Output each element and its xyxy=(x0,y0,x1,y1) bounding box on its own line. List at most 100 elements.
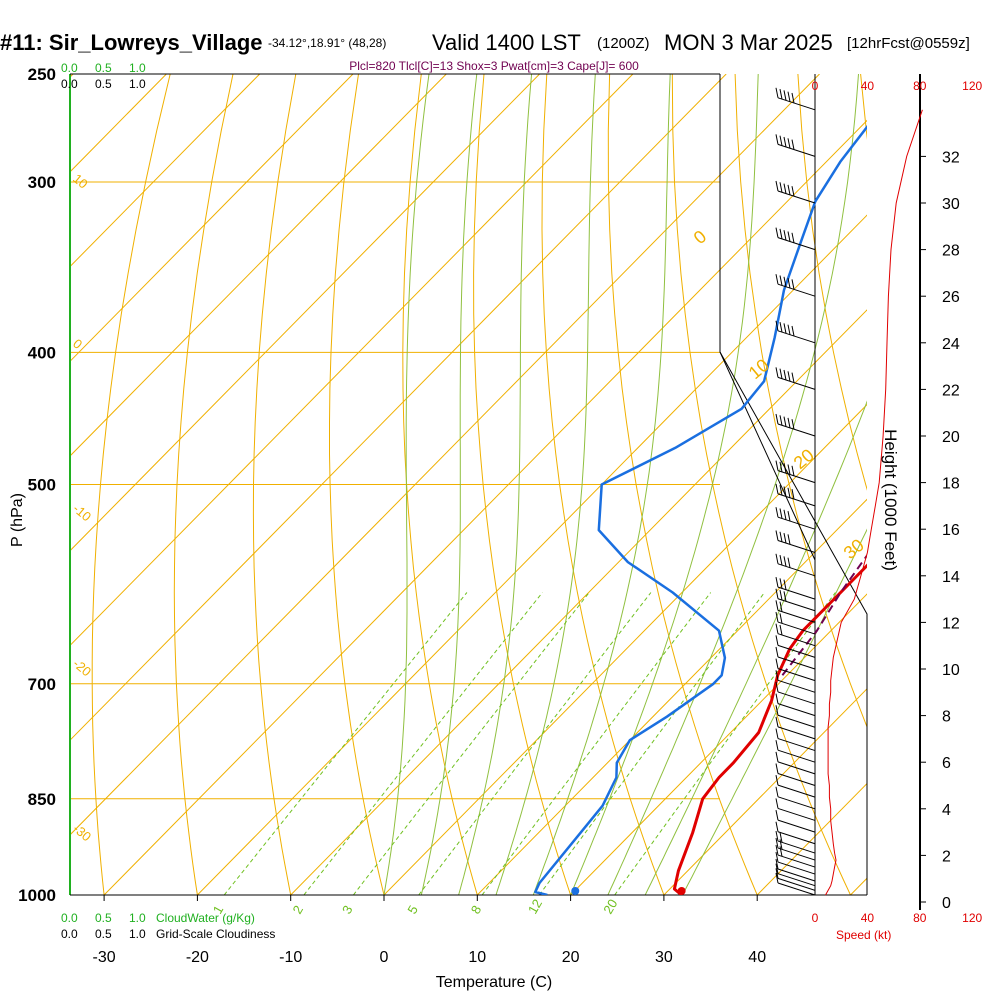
wind-barb-staff xyxy=(777,877,816,891)
wind-barb-staff xyxy=(777,621,816,635)
wind-barb-feather xyxy=(775,577,779,588)
wind-barb-feather xyxy=(791,325,795,337)
temp-tick-label: -10 xyxy=(279,949,302,966)
wind-barb-staff xyxy=(777,283,816,297)
temp-tick-label: 0 xyxy=(380,949,389,966)
wind-barb xyxy=(775,553,816,577)
wind-barb-feather xyxy=(775,588,779,599)
wind-barb-feather xyxy=(787,324,791,335)
wind-barb-feather xyxy=(775,830,779,842)
moist-adiabat-12 xyxy=(495,74,596,895)
isotherm--10 xyxy=(290,309,867,895)
adiabat-label: -10 xyxy=(70,501,94,525)
wind-barb xyxy=(775,460,816,484)
height-tick-label: 26 xyxy=(942,289,960,306)
wind-barb xyxy=(775,635,816,658)
wind-barb-feather xyxy=(783,463,787,474)
moist-adiabat-0 xyxy=(383,74,430,895)
isotherm--60 xyxy=(70,74,634,647)
wind-barb-staff xyxy=(777,861,816,875)
station-title: #11: Sir_Lowreys_Village xyxy=(0,30,263,55)
wind-barb-staff xyxy=(777,598,816,612)
wind-barb xyxy=(775,483,816,507)
isotherm-label: 0 xyxy=(690,226,711,248)
wind-barb-staff xyxy=(777,873,816,887)
wind-barb-feather xyxy=(783,533,787,544)
wind-barb-feather xyxy=(775,530,779,541)
wind-barb-feather xyxy=(775,775,779,786)
wind-barb-feather xyxy=(779,461,783,472)
wind-barb-staff xyxy=(777,190,816,204)
wind-barb-staff xyxy=(777,376,816,390)
wind-barb-feather xyxy=(775,693,779,704)
wind-barb-feather xyxy=(779,589,783,601)
isotherm--100 xyxy=(70,74,261,268)
cloud-scale-bottom-1: 0.5 xyxy=(95,911,112,925)
wind-barb-staff xyxy=(777,726,816,740)
sounding-profiles xyxy=(534,124,867,895)
cloudiness-scale-bottom-1: 0.5 xyxy=(95,927,112,941)
wind-barb-feather xyxy=(779,832,783,843)
wind-barb xyxy=(775,670,816,693)
temp-tick-label: 20 xyxy=(562,949,580,966)
height-tick-label: 18 xyxy=(942,476,960,493)
pressure-tick-label: 500 xyxy=(28,476,56,495)
wind-barb-feather xyxy=(779,368,783,379)
wind-barb-feather xyxy=(775,810,779,821)
wind-barb-staff xyxy=(777,563,816,577)
wind-barb-feather xyxy=(791,372,795,383)
speed-tick-bottom: 80 xyxy=(913,911,927,925)
wind-barb-staff xyxy=(777,807,816,821)
wind-barb-feather xyxy=(779,89,783,100)
wind-barb-feather xyxy=(791,186,795,197)
wind-barb-feather xyxy=(787,511,791,522)
cloudiness-scale-top-0: 0.0 xyxy=(61,77,78,91)
forecast-run: [12hrFcst@0559z] xyxy=(847,35,970,52)
wind-barb xyxy=(775,646,816,670)
temp-tick-label: -30 xyxy=(93,949,116,966)
wind-barb-feather xyxy=(775,134,779,145)
wind-barb xyxy=(775,623,816,647)
isotherm--70 xyxy=(70,74,540,552)
mixing-ratio-label: 20 xyxy=(600,896,620,916)
wind-barb-feather xyxy=(779,846,783,857)
speed-tick-bottom: 120 xyxy=(962,911,982,925)
wind-barb-feather xyxy=(787,138,791,149)
wind-barb-staff xyxy=(777,493,816,507)
isotherm--50 xyxy=(70,74,727,741)
wind-barb-feather xyxy=(779,508,783,519)
wind-barb xyxy=(775,507,816,530)
wind-barb xyxy=(775,367,816,390)
height-tick-label: 0 xyxy=(942,895,951,912)
dry-adiabat-100 xyxy=(986,74,1000,895)
wind-barb xyxy=(775,274,816,297)
wind-barb-feather xyxy=(787,184,791,195)
height-tick-label: 20 xyxy=(942,429,960,446)
mixing-ratio-5 xyxy=(418,592,652,895)
wind-barb-feather xyxy=(787,278,791,289)
wind-barb xyxy=(775,844,816,868)
wind-barb-feather xyxy=(783,509,787,520)
wind-barb-feather xyxy=(779,613,783,624)
height-tick-label: 16 xyxy=(942,522,960,539)
height-tick-label: 4 xyxy=(942,802,951,819)
wind-barb-feather xyxy=(779,135,783,146)
dry-adiabat--20 xyxy=(173,74,234,895)
wind-barb-staff xyxy=(777,784,816,798)
wind-barb-feather xyxy=(775,740,779,751)
wind-barb-feather xyxy=(775,858,779,870)
mixing-ratio-label: 8 xyxy=(468,903,485,917)
wind-barb-feather xyxy=(783,369,787,381)
mixing-ratio-label: 5 xyxy=(404,903,421,917)
wind-barb xyxy=(775,851,816,875)
wind-barb-feather xyxy=(779,578,783,589)
adiabat-label: -30 xyxy=(70,821,94,845)
temp-tick-label: -20 xyxy=(186,949,209,966)
height-tick-label: 10 xyxy=(942,662,960,679)
wind-barb-staff xyxy=(777,423,816,437)
wind-barb-feather xyxy=(787,487,791,498)
wind-barb-feather xyxy=(791,419,795,430)
wind-profile xyxy=(775,87,923,896)
cloud-scale-top-1: 0.5 xyxy=(95,61,112,75)
wind-barb-staff xyxy=(777,540,816,553)
